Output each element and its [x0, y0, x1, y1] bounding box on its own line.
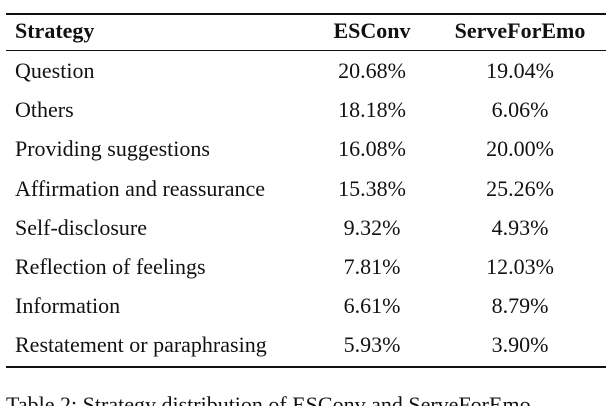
- strategy-cell: Self-disclosure: [15, 214, 147, 240]
- strategy-cell: Restatement or paraphrasing: [15, 332, 267, 358]
- bottom-rule: [6, 366, 606, 368]
- value-cell: 6.06%: [491, 97, 549, 123]
- header-rule: [6, 50, 606, 51]
- strategy-cell: Question: [15, 58, 95, 83]
- value-cell: 5.93%: [343, 332, 401, 358]
- value-cell: 15.38%: [338, 175, 406, 201]
- header-cell: ESConv: [333, 18, 411, 43]
- value-cell: 8.79%: [491, 293, 549, 319]
- header-cell: Strategy: [15, 18, 95, 43]
- value-cell: 20.00%: [486, 136, 554, 162]
- value-cell: 9.32%: [343, 214, 401, 240]
- value-cell: 12.03%: [486, 254, 554, 279]
- value-cell: 6.61%: [343, 293, 401, 319]
- value-cell: 20.68%: [338, 58, 406, 83]
- value-cell: 3.90%: [491, 332, 549, 358]
- top-rule: [6, 13, 606, 15]
- value-cell: 16.08%: [338, 136, 406, 162]
- caption: Table 2: Strategy distribution of ESConv…: [6, 392, 531, 406]
- value-cell: 18.18%: [338, 97, 406, 123]
- strategy-cell: Affirmation and reassurance: [15, 175, 266, 201]
- value-cell: 4.93%: [491, 214, 549, 240]
- header-cell: ServeForEmo: [454, 18, 586, 43]
- strategy-cell: Others: [15, 97, 74, 123]
- strategy-cell: Reflection of feelings: [15, 254, 206, 279]
- strategy-cell: Information: [15, 293, 121, 319]
- value-cell: 19.04%: [486, 58, 554, 83]
- strategy-cell: Providing suggestions: [15, 136, 210, 162]
- value-cell: 7.81%: [343, 254, 401, 279]
- value-cell: 25.26%: [486, 175, 554, 201]
